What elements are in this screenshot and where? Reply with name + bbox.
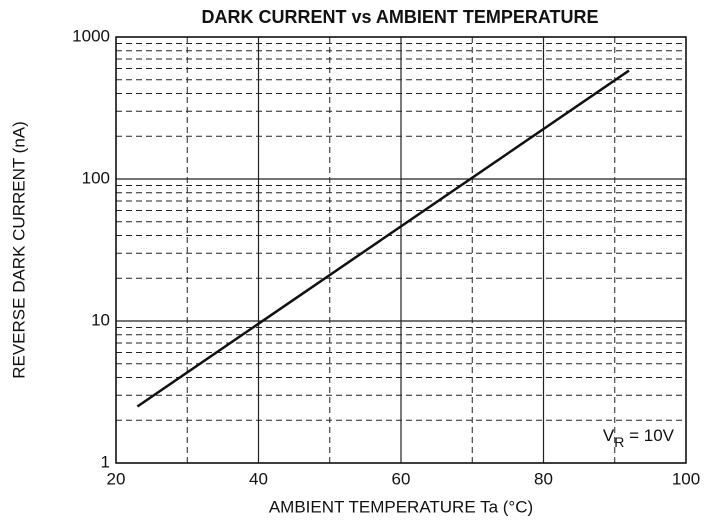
- annotation-main: V: [603, 426, 615, 445]
- y-axis-label: REVERSE DARK CURRENT (nA): [9, 121, 28, 379]
- y-tick-label: 100: [82, 168, 110, 187]
- x-tick-label: 100: [672, 469, 700, 488]
- annotation-sub: R: [614, 434, 624, 450]
- y-tick-label: 1000: [72, 26, 110, 45]
- y-tick-label: 1: [101, 452, 110, 471]
- y-tick-label: 10: [91, 310, 110, 329]
- x-tick-label: 40: [249, 469, 268, 488]
- data-line: [136, 69, 630, 408]
- annotation-rest: = 10V: [624, 426, 674, 445]
- x-tick-label: 60: [392, 469, 411, 488]
- x-tick-label: 20: [107, 469, 126, 488]
- chart-title: DARK CURRENT vs AMBIENT TEMPERATURE: [201, 7, 598, 27]
- x-tick-label: 80: [534, 469, 553, 488]
- plot-frame: [115, 36, 687, 464]
- x-axis-label: AMBIENT TEMPERATURE Ta (°C): [269, 497, 533, 516]
- annotation: VR = 10V: [603, 426, 675, 449]
